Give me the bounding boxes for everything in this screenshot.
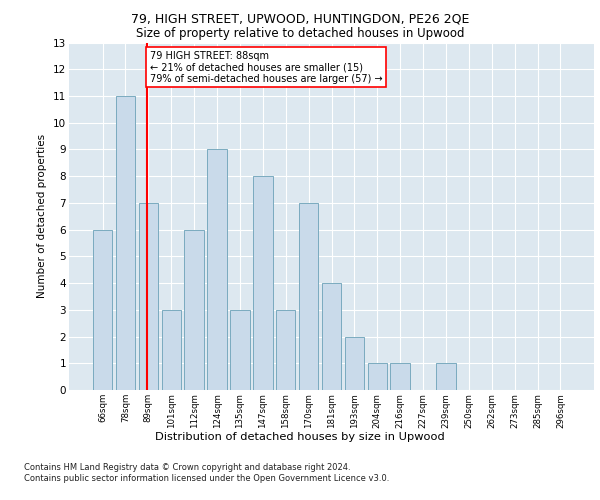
Text: Contains public sector information licensed under the Open Government Licence v3: Contains public sector information licen… bbox=[24, 474, 389, 483]
Text: Size of property relative to detached houses in Upwood: Size of property relative to detached ho… bbox=[136, 28, 464, 40]
Bar bbox=[368, 364, 387, 390]
Bar bbox=[276, 310, 295, 390]
Bar bbox=[208, 150, 227, 390]
Bar bbox=[161, 310, 181, 390]
Bar bbox=[184, 230, 204, 390]
Bar bbox=[322, 283, 341, 390]
Y-axis label: Number of detached properties: Number of detached properties bbox=[37, 134, 47, 298]
Bar bbox=[253, 176, 272, 390]
Bar bbox=[436, 364, 455, 390]
Bar bbox=[93, 230, 112, 390]
Text: 79, HIGH STREET, UPWOOD, HUNTINGDON, PE26 2QE: 79, HIGH STREET, UPWOOD, HUNTINGDON, PE2… bbox=[131, 12, 469, 26]
Text: Contains HM Land Registry data © Crown copyright and database right 2024.: Contains HM Land Registry data © Crown c… bbox=[24, 462, 350, 471]
Bar bbox=[230, 310, 250, 390]
Bar bbox=[116, 96, 135, 390]
Bar bbox=[344, 336, 364, 390]
Bar bbox=[391, 364, 410, 390]
Bar bbox=[139, 203, 158, 390]
Text: Distribution of detached houses by size in Upwood: Distribution of detached houses by size … bbox=[155, 432, 445, 442]
Bar bbox=[299, 203, 319, 390]
Text: 79 HIGH STREET: 88sqm
← 21% of detached houses are smaller (15)
79% of semi-deta: 79 HIGH STREET: 88sqm ← 21% of detached … bbox=[149, 50, 382, 84]
